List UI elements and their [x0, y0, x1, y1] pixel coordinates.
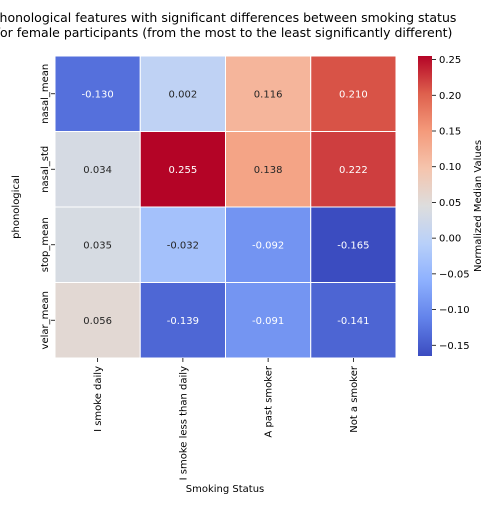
colorbar	[418, 56, 432, 356]
heatmap-cell	[310, 206, 397, 283]
cell-value-label: 0.255	[169, 165, 198, 176]
cell-value-label: 0.222	[339, 165, 368, 176]
y-tick-label: velar_mean	[40, 291, 51, 349]
heatmap-cell	[310, 131, 397, 208]
y-tick-labels: nasal_mean nasal_std stop_mean velar_mean	[40, 64, 55, 349]
colorbar-tick-label: −0.15	[439, 341, 470, 352]
y-tick-label: nasal_mean	[40, 64, 51, 124]
y-axis-label: phonological	[11, 175, 22, 239]
cell-value-label: -0.139	[167, 316, 199, 327]
heatmap-cell	[139, 206, 226, 283]
heatmap-cell	[225, 55, 312, 132]
cell-value-label: 0.035	[83, 240, 112, 251]
colorbar-tick-label: −0.05	[439, 269, 470, 280]
cell-value-label: 0.056	[83, 316, 112, 327]
y-tick-label: stop_mean	[40, 217, 51, 272]
colorbar-tick-label: 0.10	[439, 162, 461, 173]
heatmap-cell	[139, 131, 226, 208]
heatmap-cell	[139, 55, 226, 132]
colorbar-tick-label: 0.00	[439, 234, 461, 245]
colorbar-tick-label: 0.20	[439, 91, 461, 102]
chart-title-line-1: phonological features with significant d…	[0, 10, 456, 25]
cell-value-label: -0.165	[337, 240, 369, 251]
x-tick-labels: I smoke daily I smoke less than daily A pa…	[93, 358, 360, 480]
heatmap-cell	[54, 282, 141, 359]
colorbar-tick-label: 0.05	[439, 198, 461, 209]
cell-value-label: -0.141	[337, 316, 369, 327]
cell-value-label: -0.092	[252, 240, 284, 251]
cell-value-label: 0.034	[83, 165, 112, 176]
x-tick-label: A past smoker	[264, 365, 275, 437]
heatmap-cell	[54, 55, 141, 132]
chart-title-line-2: for female participants (from the most t…	[0, 25, 452, 40]
cell-value-label: 0.002	[169, 89, 198, 100]
x-tick-label: I smoke less than daily	[178, 366, 189, 480]
cell-value-label: 0.138	[254, 165, 283, 176]
colorbar-label: Normalized Median Values	[473, 140, 484, 272]
heatmap-cell	[139, 282, 226, 359]
colorbar-tick-label: −0.10	[439, 305, 470, 316]
cell-value-label: 0.116	[254, 89, 283, 100]
heatmap-cell	[54, 131, 141, 208]
cell-value-label: -0.130	[82, 89, 114, 100]
y-tick-label: nasal_std	[40, 146, 51, 193]
cell-value-label: -0.091	[252, 316, 284, 327]
cell-value-label: -0.032	[167, 240, 199, 251]
cell-value-label: 0.210	[339, 89, 368, 100]
colorbar-ticks: 0.25 0.20 0.15 0.10 0.05 0.00 −0.05 −0.10 −0.15	[432, 55, 470, 352]
x-tick-label: Not a smoker	[349, 365, 360, 433]
heatmap-cells: -0.130 0.002 0.116 0.210 0.034 0.255 0.138 0.22…	[54, 55, 397, 359]
heatmap-cell	[310, 55, 397, 132]
x-tick-label: I smoke daily	[93, 366, 104, 432]
x-axis-label: Smoking Status	[186, 484, 265, 495]
heatmap-cell	[310, 282, 397, 359]
colorbar-tick-label: 0.15	[439, 127, 461, 138]
colorbar-tick-label: 0.25	[439, 55, 461, 66]
